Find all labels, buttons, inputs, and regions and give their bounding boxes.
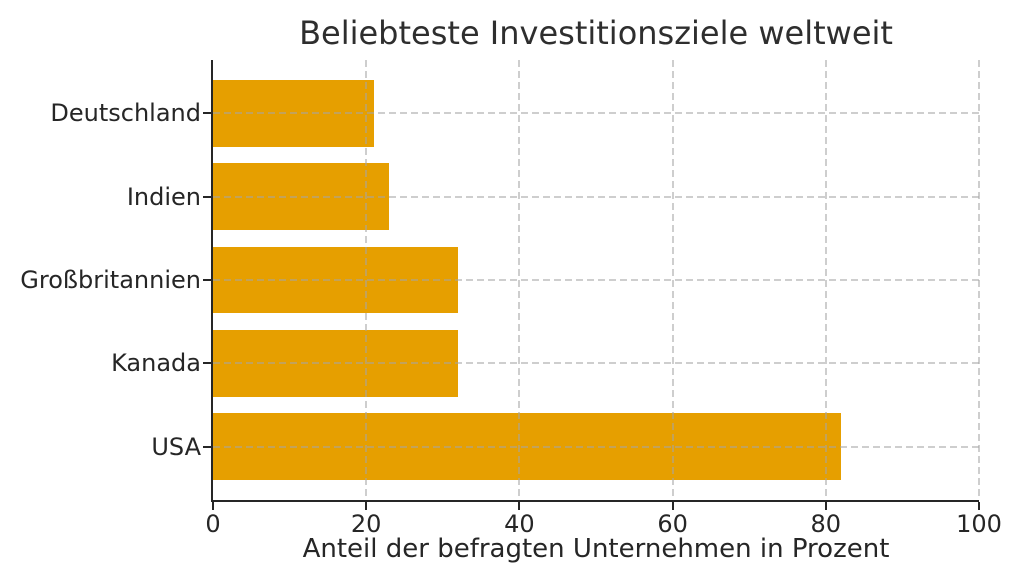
x-tick-mark-0	[212, 502, 214, 510]
x-tick-mark-100	[978, 502, 980, 510]
x-axis-label: Anteil der befragten Unternehmen in Proz…	[302, 534, 890, 564]
y-tick-mark-indien	[203, 195, 211, 198]
y-tick-mark-großbritannien	[203, 279, 211, 281]
y-tick-mark-deutschland	[203, 112, 211, 115]
y-tick-label-deutschland: Deutschland	[50, 99, 201, 128]
y-tick-label-indien: Indien	[126, 182, 201, 211]
x-tick-label-20: 20	[350, 510, 382, 538]
y-tick-mark-usa	[203, 445, 211, 448]
x-tick-label-40: 40	[504, 510, 535, 538]
x-tick-label-100: 100	[956, 510, 1002, 538]
y-tick-label-großbritannien: Großbritannien	[20, 266, 201, 294]
gridline-x-100	[978, 60, 980, 500]
x-tick-mark-40	[518, 502, 521, 510]
plot-area	[211, 60, 980, 502]
gridline-y-großbritannien	[213, 279, 979, 281]
y-tick-label-kanada: Kanada	[111, 349, 201, 378]
x-tick-mark-60	[671, 502, 674, 510]
gridline-y-usa	[213, 445, 979, 448]
gridline-y-kanada	[213, 362, 979, 365]
x-tick-mark-80	[824, 502, 827, 510]
y-tick-mark-kanada	[203, 362, 211, 365]
gridline-y-indien	[213, 195, 979, 198]
chart-title: Beliebteste Investitionsziele weltweit	[299, 14, 893, 52]
y-tick-label-usa: USA	[151, 432, 201, 461]
x-tick-label-60: 60	[657, 510, 688, 538]
x-tick-label-0: 0	[205, 510, 221, 538]
gridline-y-deutschland	[213, 112, 979, 115]
x-tick-label-80: 80	[810, 510, 842, 538]
x-tick-mark-20	[365, 502, 368, 510]
